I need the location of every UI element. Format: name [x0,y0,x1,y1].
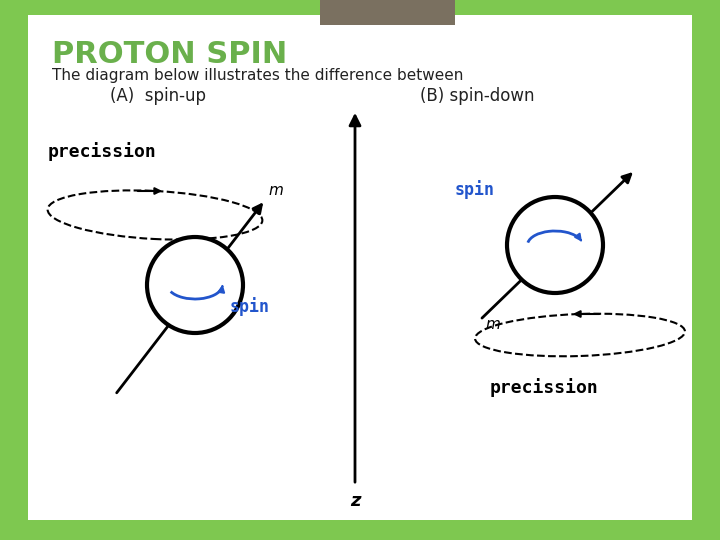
Text: z: z [350,492,360,510]
Text: spin: spin [230,298,270,316]
Text: (B) spin-down: (B) spin-down [420,87,534,105]
Circle shape [147,237,243,333]
Text: (A)  spin-up: (A) spin-up [110,87,206,105]
Circle shape [507,197,603,293]
Text: The diagram below illustrates the difference between: The diagram below illustrates the differ… [52,68,464,83]
Text: spin: spin [455,180,495,199]
FancyBboxPatch shape [320,0,455,25]
Text: PROTON SPIN: PROTON SPIN [52,40,287,69]
Text: $m$: $m$ [485,318,501,332]
FancyBboxPatch shape [28,15,692,520]
Text: precission: precission [490,379,599,397]
Text: $m$: $m$ [268,184,284,198]
Text: precission: precission [48,143,157,161]
